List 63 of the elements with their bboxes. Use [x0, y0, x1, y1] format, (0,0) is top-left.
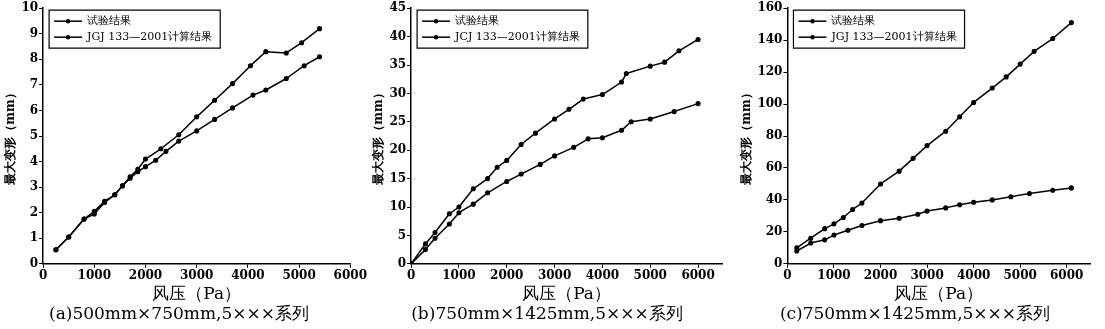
y-tick-label: 30 — [389, 85, 407, 100]
x-tick-label: 6000 — [333, 268, 367, 283]
x-axis-title: 风压（Pa） — [522, 282, 611, 303]
x-tick-label: 5000 — [633, 268, 667, 283]
y-tick-label: 10 — [389, 199, 407, 214]
y-tick-label: 7 — [29, 77, 39, 91]
x-tick-label: 5000 — [1003, 268, 1037, 283]
y-axis-title: 最大变形（mm） — [739, 87, 754, 186]
x-tick-label: 1000 — [442, 268, 476, 283]
x-tick-label: 4000 — [956, 268, 991, 283]
legend-label: JCJ 133—2001计算结果 — [454, 30, 580, 44]
y-tick-label: 35 — [389, 57, 407, 72]
y-tick-label: 10 — [21, 0, 39, 15]
y-tick-label: 0 — [774, 255, 783, 270]
x-tick-label: 4000 — [585, 268, 620, 283]
y-tick-label: 1 — [29, 230, 39, 245]
y-tick-label: 100 — [757, 96, 783, 111]
y-tick-label: 160 — [757, 0, 783, 15]
y-tick-label: 40 — [765, 192, 783, 207]
text: (b)750mm×1425mm,5×××系列 — [411, 303, 683, 324]
y-axis-title: 最大变形（mm） — [371, 87, 386, 186]
y-tick-label: 140 — [757, 32, 783, 47]
y-tick-label: 0 — [29, 255, 39, 270]
y-tick-label: 40 — [389, 28, 407, 43]
x-tick-label: 2000 — [863, 268, 898, 283]
y-tick-label: 15 — [389, 170, 407, 185]
x-axis-title: 风压（Pa） — [894, 282, 984, 303]
y-tick-label: 45 — [389, 0, 407, 15]
y-tick-label: 20 — [765, 223, 783, 238]
y-tick-label: 60 — [765, 160, 783, 175]
y-tick-label: 80 — [765, 128, 783, 143]
x-tick-label: 5000 — [282, 268, 316, 283]
text: (c)750mm×1425mm,5×××系列 — [779, 303, 1051, 324]
y-tick-label: 0 — [397, 255, 407, 270]
y-axis-title: 最大变形（mm） — [3, 87, 18, 186]
y-tick-label: 25 — [389, 113, 407, 128]
y-tick-label: 2 — [29, 204, 39, 219]
legend-label: JGJ 133—2001计算结果 — [86, 30, 213, 44]
y-tick-label: 3 — [29, 179, 39, 194]
legend-label: 试验结果 — [831, 14, 876, 28]
x-tick-label: 4000 — [231, 268, 265, 283]
y-tick-label: 4 — [29, 153, 39, 168]
y-tick-label: 8 — [29, 51, 39, 66]
text: (a)500mm×750mm,5×××系列 — [49, 303, 309, 324]
y-tick-label: 120 — [757, 64, 783, 79]
x-tick-label: 2000 — [128, 268, 163, 283]
x-tick-label: 3000 — [910, 268, 944, 283]
legend-label: JGJ 133—2001计算结果 — [830, 30, 957, 44]
x-axis-title: 风压（Pa） — [152, 282, 242, 303]
y-tick-label: 9 — [29, 25, 39, 40]
x-tick-label: 1000 — [817, 268, 851, 283]
y-tick-label: 20 — [389, 142, 407, 157]
y-tick-label: 6 — [29, 102, 39, 117]
x-tick-label: 2000 — [490, 268, 524, 283]
y-tick-label: 5 — [397, 227, 407, 242]
x-tick-label: 1000 — [77, 268, 111, 283]
y-tick-label: 5 — [29, 128, 39, 143]
x-tick-label: 6000 — [681, 268, 715, 283]
x-tick-label: 3000 — [180, 268, 214, 283]
legend-label: 试验结果 — [87, 14, 132, 28]
x-tick-label: 3000 — [537, 268, 572, 283]
x-tick-label: 6000 — [1050, 268, 1084, 283]
legend-label: 试验结果 — [455, 14, 500, 28]
